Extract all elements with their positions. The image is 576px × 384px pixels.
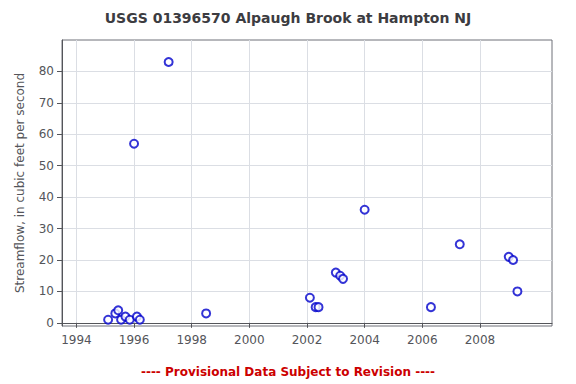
svg-text:Streamflow, in cubic feet per: Streamflow, in cubic feet per second — [13, 73, 27, 293]
svg-text:60: 60 — [39, 127, 54, 141]
svg-text:10: 10 — [39, 284, 54, 298]
svg-text:2004: 2004 — [349, 333, 380, 347]
svg-text:2000: 2000 — [234, 333, 265, 347]
svg-text:50: 50 — [39, 159, 54, 173]
svg-text:1994: 1994 — [61, 333, 92, 347]
svg-text:1996: 1996 — [119, 333, 150, 347]
svg-text:0: 0 — [46, 316, 54, 330]
svg-text:30: 30 — [39, 222, 54, 236]
svg-text:2006: 2006 — [407, 333, 438, 347]
svg-text:2008: 2008 — [465, 333, 496, 347]
svg-text:---- Provisional Data Subject: ---- Provisional Data Subject to Revisio… — [141, 365, 435, 379]
svg-text:1998: 1998 — [176, 333, 207, 347]
svg-text:80: 80 — [39, 64, 54, 78]
svg-text:20: 20 — [39, 253, 54, 267]
svg-text:2002: 2002 — [292, 333, 323, 347]
svg-text:70: 70 — [39, 96, 54, 110]
svg-text:USGS 01396570 Alpaugh Brook at: USGS 01396570 Alpaugh Brook at Hampton N… — [105, 10, 472, 26]
svg-text:40: 40 — [39, 190, 54, 204]
